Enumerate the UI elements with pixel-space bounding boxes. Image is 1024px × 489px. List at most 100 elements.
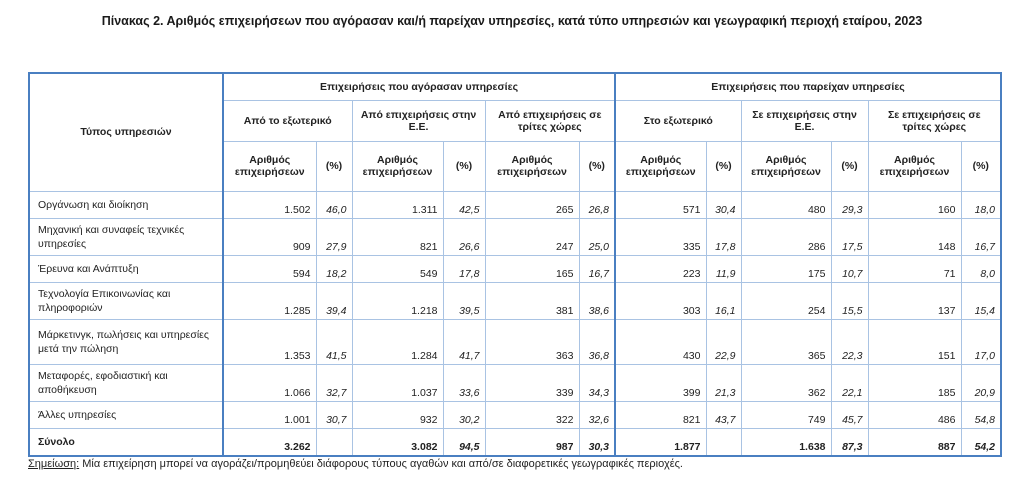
count-cell: 821 [351, 217, 444, 256]
pct-column-header: (%) [578, 140, 616, 192]
count-cell: 185 [867, 363, 962, 402]
count-cell: 1.638 [740, 427, 832, 457]
services-table: Τύπος υπηρεσιών Επιχειρήσεις που αγόρασα… [28, 72, 1002, 457]
row-label: Άλλες υπηρεσίες [28, 400, 224, 429]
count-cell: 594 [222, 254, 317, 283]
pct-cell: 22,9 [705, 318, 742, 365]
count-cell: 3.262 [222, 427, 317, 457]
pct-cell: 17,8 [442, 254, 486, 283]
pct-cell: 22,3 [830, 318, 869, 365]
table-row: Μηχανική και συναφείς τεχνικές υπηρεσίες… [28, 217, 1002, 256]
row-label: Σύνολο [28, 427, 224, 457]
row-label: Έρευνα και Ανάπτυξη [28, 254, 224, 283]
count-cell: 1.502 [222, 190, 317, 219]
pct-cell: 17,5 [830, 217, 869, 256]
table-row: Τεχνολογία Επικοινωνίας και πληροφοριών 1… [28, 281, 1002, 320]
count-cell: 821 [614, 400, 707, 429]
table-row: Άλλες υπηρεσίες 1.001 30,7 932 30,2 322 32,6 82… [28, 400, 1002, 429]
count-cell: 303 [614, 281, 707, 320]
subgroup-header: Από επιχειρήσεις σε τρίτες χώρες [484, 99, 616, 142]
table-row: Σύνολο 3.262 3.082 94,5 987 30,3 1.877 1.638 87,… [28, 427, 1002, 457]
footnote: Σημείωση: Μία επιχείρηση μπορεί να αγορά… [28, 458, 683, 470]
count-cell: 1.066 [222, 363, 317, 402]
count-cell: 987 [484, 427, 580, 457]
row-label: Τεχνολογία Επικοινωνίας και πληροφοριών [28, 281, 224, 320]
count-cell: 1.285 [222, 281, 317, 320]
pct-cell: 32,7 [315, 363, 353, 402]
pct-cell: 10,7 [830, 254, 869, 283]
count-cell: 175 [740, 254, 832, 283]
pct-cell: 39,4 [315, 281, 353, 320]
pct-cell: 30,3 [578, 427, 616, 457]
table-row: Έρευνα και Ανάπτυξη 594 18,2 549 17,8 165 16,7… [28, 254, 1002, 283]
count-cell: 1.037 [351, 363, 444, 402]
pct-cell: 42,5 [442, 190, 486, 219]
pct-cell: 54,8 [960, 400, 1002, 429]
count-cell: 365 [740, 318, 832, 365]
count-cell: 151 [867, 318, 962, 365]
pct-cell: 41,7 [442, 318, 486, 365]
row-label: Μηχανική και συναφείς τεχνικές υπηρεσίες [28, 217, 224, 256]
count-cell: 160 [867, 190, 962, 219]
count-cell: 1.218 [351, 281, 444, 320]
pct-column-header: (%) [315, 140, 353, 192]
subgroup-header: Σε επιχειρήσεις σε τρίτες χώρες [867, 99, 1002, 142]
row-label: Οργάνωση και διοίκηση [28, 190, 224, 219]
pct-cell [315, 427, 353, 457]
pct-cell: 38,6 [578, 281, 616, 320]
pct-cell: 8,0 [960, 254, 1002, 283]
count-cell: 339 [484, 363, 580, 402]
count-cell: 1.353 [222, 318, 317, 365]
count-cell: 254 [740, 281, 832, 320]
count-cell: 265 [484, 190, 580, 219]
count-cell: 399 [614, 363, 707, 402]
count-cell: 148 [867, 217, 962, 256]
count-cell: 381 [484, 281, 580, 320]
pct-cell: 16,7 [960, 217, 1002, 256]
count-cell: 247 [484, 217, 580, 256]
pct-cell: 26,6 [442, 217, 486, 256]
pct-cell [705, 427, 742, 457]
count-cell: 322 [484, 400, 580, 429]
row-label-header: Τύπος υπηρεσιών [28, 72, 224, 192]
table-row: Οργάνωση και διοίκηση 1.502 46,0 1.311 42,5 2… [28, 190, 1002, 219]
count-cell: 549 [351, 254, 444, 283]
pct-column-header: (%) [830, 140, 869, 192]
pct-cell: 21,3 [705, 363, 742, 402]
count-cell: 3.082 [351, 427, 444, 457]
pct-cell: 22,1 [830, 363, 869, 402]
footnote-text: Μία επιχείρηση μπορεί να αγοράζει/προμηθ… [79, 458, 683, 470]
count-cell: 480 [740, 190, 832, 219]
count-cell: 363 [484, 318, 580, 365]
count-cell: 932 [351, 400, 444, 429]
pct-cell: 39,5 [442, 281, 486, 320]
pct-cell: 25,0 [578, 217, 616, 256]
pct-cell: 16,1 [705, 281, 742, 320]
count-cell: 1.877 [614, 427, 707, 457]
table-row: Μεταφορές, εφοδιαστική και αποθήκευση 1.0… [28, 363, 1002, 402]
pct-cell: 46,0 [315, 190, 353, 219]
count-cell: 571 [614, 190, 707, 219]
count-column-header: Αριθμός επιχειρήσεων [484, 140, 580, 192]
pct-column-header: (%) [442, 140, 486, 192]
count-cell: 335 [614, 217, 707, 256]
count-cell: 71 [867, 254, 962, 283]
pct-cell: 45,7 [830, 400, 869, 429]
count-column-header: Αριθμός επιχειρήσεων [222, 140, 317, 192]
row-label: Μάρκετινγκ, πωλήσεις και υπηρεσίες μετά … [28, 318, 224, 365]
pct-cell: 54,2 [960, 427, 1002, 457]
pct-cell: 32,6 [578, 400, 616, 429]
count-cell: 223 [614, 254, 707, 283]
pct-cell: 17,8 [705, 217, 742, 256]
pct-cell: 36,8 [578, 318, 616, 365]
group-header-provided: Επιχειρήσεις που παρείχαν υπηρεσίες [614, 72, 1002, 101]
row-label: Μεταφορές, εφοδιαστική και αποθήκευση [28, 363, 224, 402]
pct-cell: 15,5 [830, 281, 869, 320]
pct-cell: 41,5 [315, 318, 353, 365]
count-cell: 137 [867, 281, 962, 320]
count-cell: 486 [867, 400, 962, 429]
count-cell: 165 [484, 254, 580, 283]
count-cell: 286 [740, 217, 832, 256]
pct-cell: 29,3 [830, 190, 869, 219]
count-cell: 362 [740, 363, 832, 402]
